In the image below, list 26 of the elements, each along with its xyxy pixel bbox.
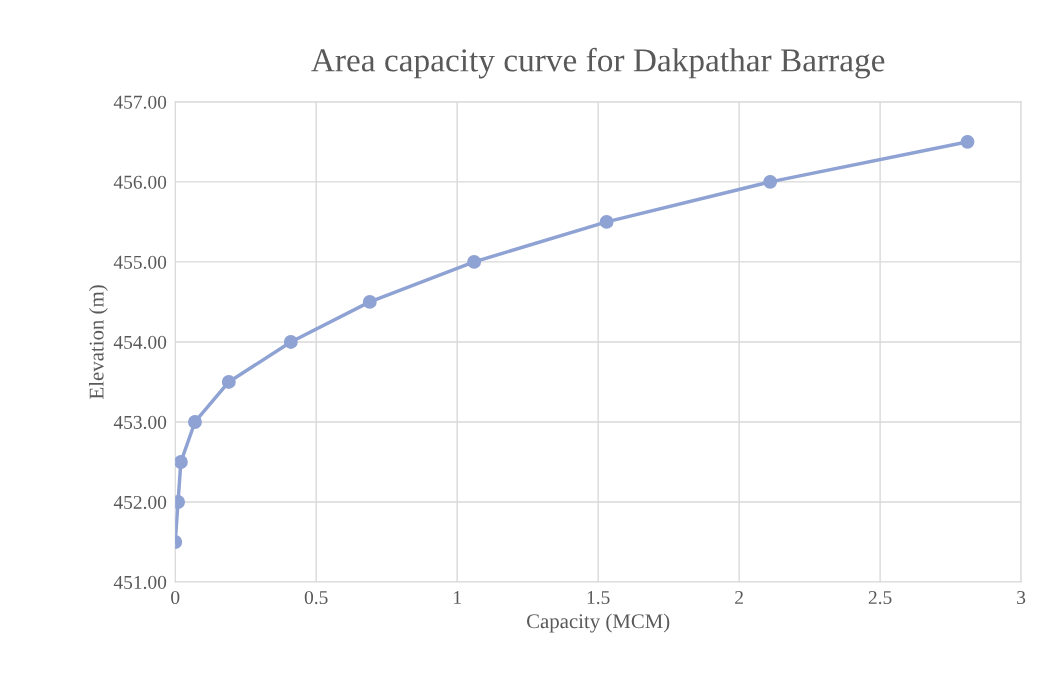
y-tick-label: 451.00 <box>113 575 167 590</box>
y-axis-title: Elevation (m) <box>88 285 108 399</box>
x-tick-label: 3 <box>1017 591 1026 605</box>
y-tick-label: 453.00 <box>113 415 167 429</box>
y-tick-label: 455.00 <box>113 255 167 269</box>
point <box>221 375 236 389</box>
y-tick-label: 456.00 <box>113 175 167 189</box>
x-tick-label: 2 <box>735 591 743 604</box>
chart-title: Area capacity curve for Dakpathar Barrage <box>311 47 885 79</box>
y-tick-label: 454.00 <box>113 335 167 349</box>
y-tick-label: 457.00 <box>113 95 167 109</box>
x-axis-title: Capacity (MCM) <box>526 613 670 633</box>
y-tick-label: 452.00 <box>113 495 167 510</box>
x-tick-label: 1 <box>454 591 461 604</box>
point <box>763 174 778 189</box>
point <box>362 294 377 309</box>
point <box>960 134 975 149</box>
x-tick-label: 2.5 <box>868 591 892 605</box>
point <box>467 254 482 269</box>
point <box>599 214 614 229</box>
x-tick-label: 0 <box>171 590 180 605</box>
point <box>188 415 202 429</box>
point <box>175 455 188 469</box>
x-tick-label: 1.5 <box>587 591 610 605</box>
point <box>283 334 298 349</box>
x-tick-label: 0.5 <box>304 590 328 605</box>
